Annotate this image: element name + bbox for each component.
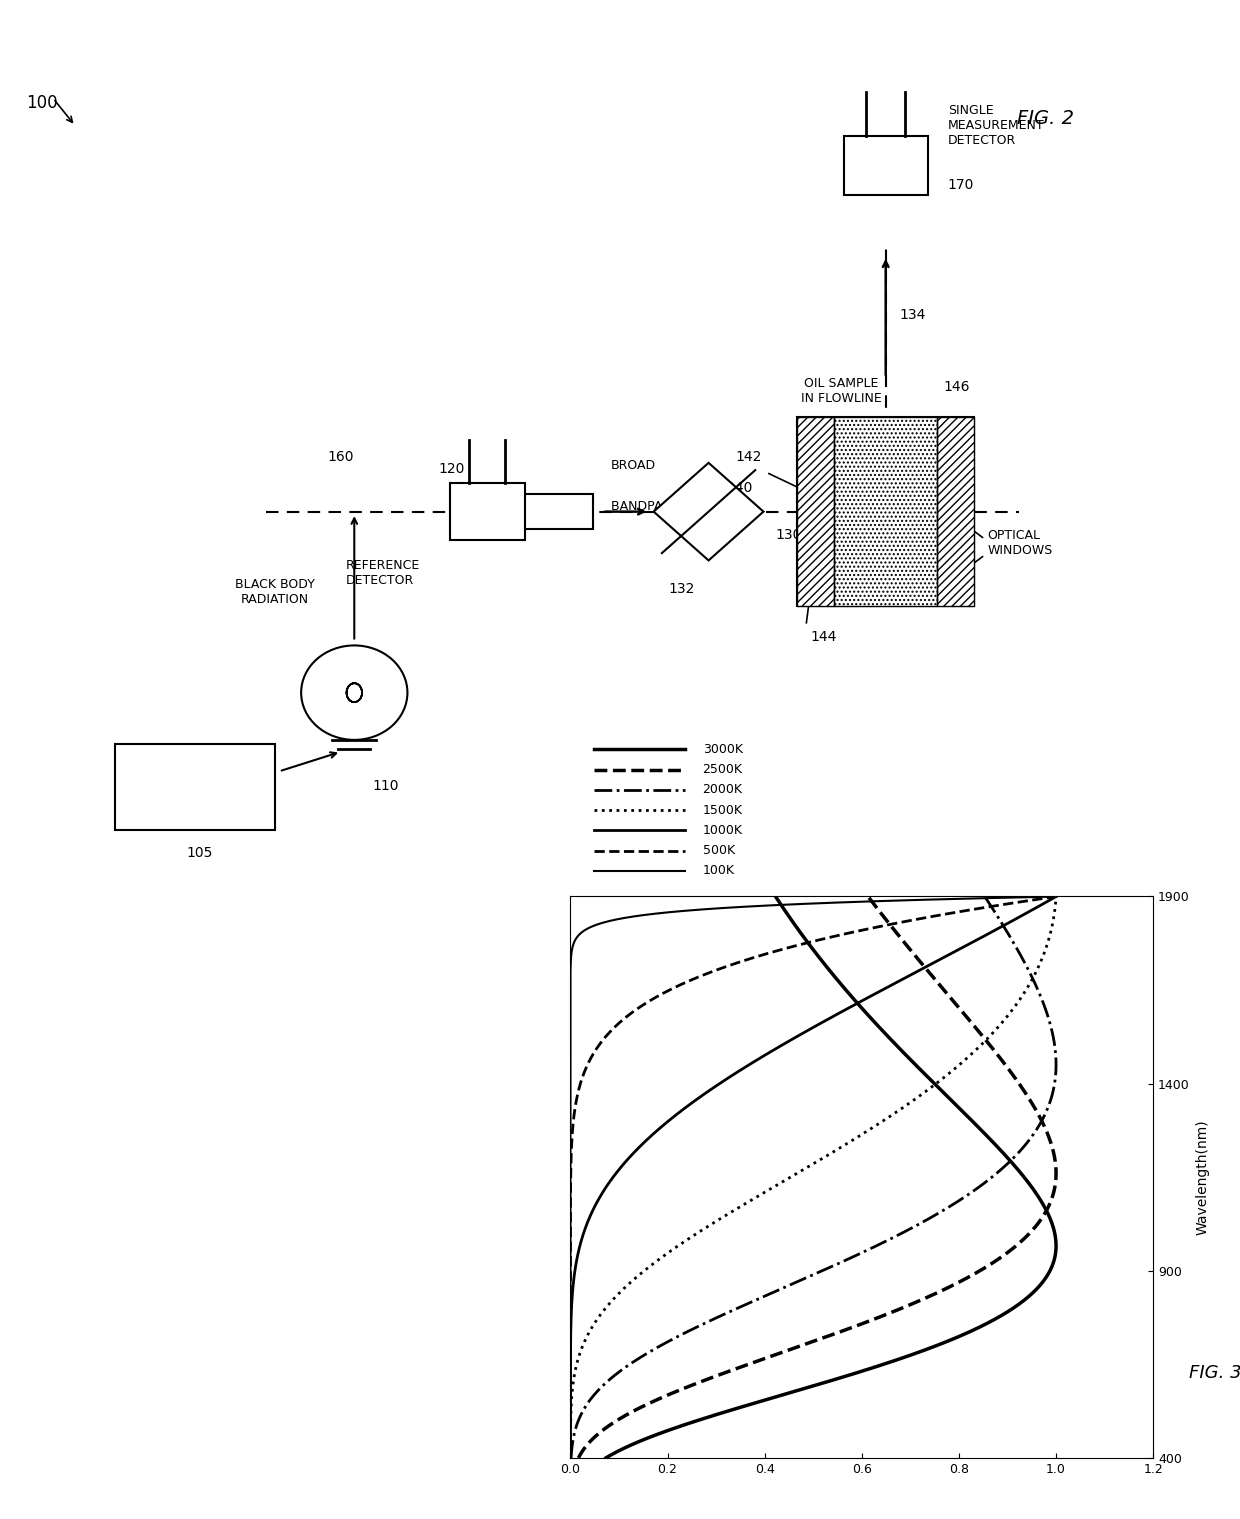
- Y-axis label: Wavelength(nm): Wavelength(nm): [1195, 1120, 1209, 1235]
- Polygon shape: [653, 463, 764, 561]
- Text: 142: 142: [735, 451, 761, 465]
- Text: 105: 105: [186, 846, 212, 860]
- Text: 2000K: 2000K: [703, 784, 743, 796]
- Bar: [449, 483, 525, 539]
- Text: BANDPASS FILTER: BANDPASS FILTER: [611, 500, 723, 513]
- Text: 110: 110: [372, 779, 398, 793]
- Text: 2500K: 2500K: [703, 763, 743, 776]
- Bar: [835, 418, 937, 606]
- Text: CONTROL
LAMP
CURRENT: CONTROL LAMP CURRENT: [166, 761, 223, 805]
- Text: FIG. 3A: FIG. 3A: [1189, 1364, 1240, 1382]
- Text: OPTICAL
WINDOWS: OPTICAL WINDOWS: [987, 529, 1053, 557]
- Text: 144: 144: [811, 630, 837, 644]
- Text: 100K: 100K: [703, 864, 734, 878]
- Text: 160: 160: [327, 451, 355, 465]
- Text: 500K: 500K: [703, 845, 735, 857]
- Bar: [797, 418, 835, 606]
- Text: 130: 130: [775, 529, 801, 542]
- Text: 100: 100: [26, 94, 58, 112]
- Bar: [470, 494, 594, 529]
- Text: 1000K: 1000K: [703, 823, 743, 837]
- Text: 120: 120: [439, 462, 465, 477]
- Text: 146: 146: [944, 380, 970, 393]
- Bar: [835, 418, 937, 606]
- Text: SINGLE
MEASUREMENT
DETECTOR: SINGLE MEASUREMENT DETECTOR: [947, 105, 1044, 147]
- Text: FIG. 2: FIG. 2: [1017, 108, 1074, 128]
- Text: OIL SAMPLE
IN FLOWLINE: OIL SAMPLE IN FLOWLINE: [801, 377, 882, 406]
- Text: BLACK BODY
RADIATION: BLACK BODY RADIATION: [234, 579, 315, 606]
- Bar: [797, 418, 835, 606]
- Bar: [843, 135, 928, 194]
- FancyBboxPatch shape: [115, 744, 274, 831]
- Bar: [937, 418, 975, 606]
- Text: REFERENCE
DETECTOR: REFERENCE DETECTOR: [346, 559, 419, 586]
- Text: 3000K: 3000K: [703, 743, 743, 756]
- Text: BROAD: BROAD: [611, 459, 656, 472]
- Bar: [937, 418, 975, 606]
- Text: 140: 140: [727, 482, 753, 495]
- Text: 132: 132: [668, 582, 696, 597]
- Text: 134: 134: [899, 308, 925, 322]
- Bar: [797, 418, 975, 606]
- Text: 170: 170: [947, 178, 975, 191]
- Text: 1500K: 1500K: [703, 804, 743, 817]
